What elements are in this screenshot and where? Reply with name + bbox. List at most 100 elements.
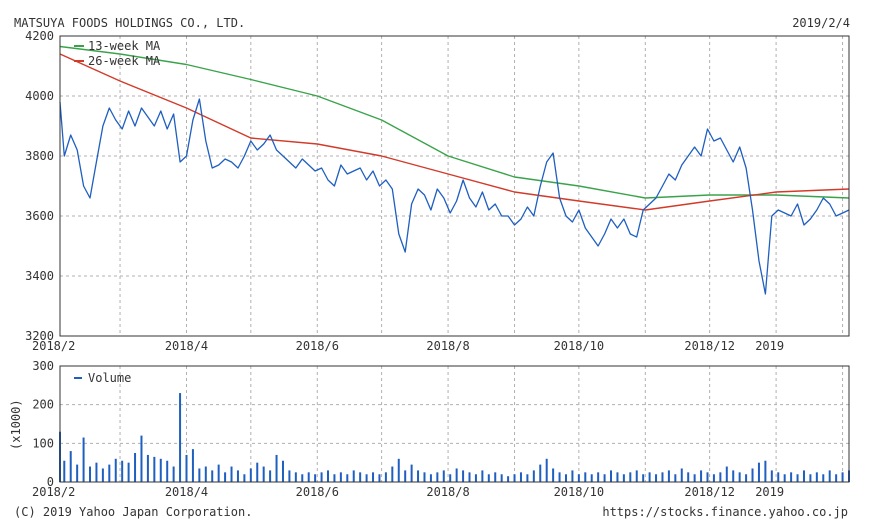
volume-bar xyxy=(262,466,265,482)
volume-bar xyxy=(706,472,709,482)
volume-bar xyxy=(770,470,773,482)
x-tick-label: 2018/10 xyxy=(554,485,605,499)
volume-bar xyxy=(372,472,375,482)
volume-bar xyxy=(359,472,362,482)
panel-frame xyxy=(59,365,850,483)
volume-bar xyxy=(815,472,818,482)
volume-bar xyxy=(256,462,259,482)
volume-bar xyxy=(134,453,137,482)
volume-bar xyxy=(185,454,188,482)
volume-bar xyxy=(417,470,420,482)
volume-bar xyxy=(429,474,432,482)
volume-bar xyxy=(616,472,619,482)
volume-bar xyxy=(680,468,683,482)
volume-bar xyxy=(513,474,516,482)
volume-bar xyxy=(179,393,182,482)
volume-bar xyxy=(217,464,220,482)
volume-bars xyxy=(59,393,850,482)
volume-bar xyxy=(204,466,207,482)
x-tick-label: 2018/4 xyxy=(165,485,208,499)
volume-bar xyxy=(301,474,304,482)
volume-bar xyxy=(674,474,677,482)
volume-bar xyxy=(69,451,72,482)
volume-legend: Volume xyxy=(74,371,131,385)
y-tick-label: 300 xyxy=(32,359,54,373)
volume-bar xyxy=(796,474,799,482)
y-tick-label: 200 xyxy=(32,398,54,412)
volume-bar xyxy=(365,474,368,482)
volume-bar xyxy=(346,474,349,482)
volume-bar xyxy=(121,460,124,482)
y-tick-label: 3200 xyxy=(25,329,54,343)
volume-bar xyxy=(314,474,317,482)
volume-bar xyxy=(777,472,780,482)
volume-bar xyxy=(494,472,497,482)
volume-bar xyxy=(700,470,703,482)
volume-bar xyxy=(166,460,169,482)
volume-bar xyxy=(140,435,143,482)
price-line xyxy=(59,98,850,295)
volume-bar xyxy=(198,468,201,482)
volume-bar xyxy=(275,454,278,482)
panel-frame xyxy=(59,35,850,337)
volume-bar xyxy=(249,468,252,482)
volume-bar xyxy=(89,466,92,482)
grid-lines xyxy=(59,365,849,483)
volume-bar xyxy=(468,472,471,482)
y-tick-label: 0 xyxy=(47,475,54,489)
volume-bar xyxy=(597,472,600,482)
y-tick-label: 4200 xyxy=(25,29,54,43)
volume-bar xyxy=(590,474,593,482)
volume-bar xyxy=(500,474,503,482)
volume-bar xyxy=(802,470,805,482)
volume-bar xyxy=(410,464,413,482)
volume-bar xyxy=(552,468,555,482)
volume-bar xyxy=(82,437,85,482)
volume-bar xyxy=(320,472,323,482)
volume-bar xyxy=(835,474,838,482)
price-panel: 3200 3400 3600 3800 4000 4200 2018/2 2018/4 2018… xyxy=(25,29,850,353)
volume-bar xyxy=(455,468,458,482)
volume-bar xyxy=(822,474,825,482)
volume-bar xyxy=(828,470,831,482)
ma13-line xyxy=(59,45,850,199)
volume-bar xyxy=(378,474,381,482)
volume-bar xyxy=(545,458,548,482)
volume-bar xyxy=(339,472,342,482)
legend-label-ma26: 26-week MA xyxy=(88,54,161,68)
volume-bar xyxy=(269,470,272,482)
volume-bar xyxy=(693,474,696,482)
volume-bar xyxy=(449,474,452,482)
volume-bar xyxy=(404,470,407,482)
volume-bar xyxy=(667,470,670,482)
x-tick-label: 2018/8 xyxy=(426,485,469,499)
volume-axis-label: (x1000) xyxy=(9,399,23,450)
volume-bar xyxy=(571,470,574,482)
volume-bar xyxy=(764,460,767,482)
volume-bar xyxy=(191,449,194,482)
volume-bar xyxy=(526,474,529,482)
volume-bar xyxy=(95,462,98,482)
source-url: https://stocks.finance.yahoo.co.jp xyxy=(602,505,848,519)
x-tick-label: 2018/10 xyxy=(554,339,605,353)
x-tick-label: 2018/2 xyxy=(32,339,75,353)
volume-bar xyxy=(712,474,715,482)
volume-bar xyxy=(224,472,227,482)
volume-bar xyxy=(655,474,658,482)
volume-bar xyxy=(114,458,117,482)
volume-panel: 0 100 200 300 2018/2 2018/4 2018/6 2018/8 2018/1… xyxy=(9,359,850,499)
ma26-line xyxy=(59,53,850,211)
volume-bar xyxy=(558,472,561,482)
volume-bar xyxy=(635,470,638,482)
volume-bar xyxy=(230,466,233,482)
volume-bar xyxy=(153,456,156,482)
volume-bar xyxy=(436,472,439,482)
volume-bar xyxy=(622,474,625,482)
volume-bar xyxy=(108,464,111,482)
x-tick-label: 2018/4 xyxy=(165,339,208,353)
volume-bar xyxy=(738,472,741,482)
x-tick-label: 2018/2 xyxy=(32,485,75,499)
